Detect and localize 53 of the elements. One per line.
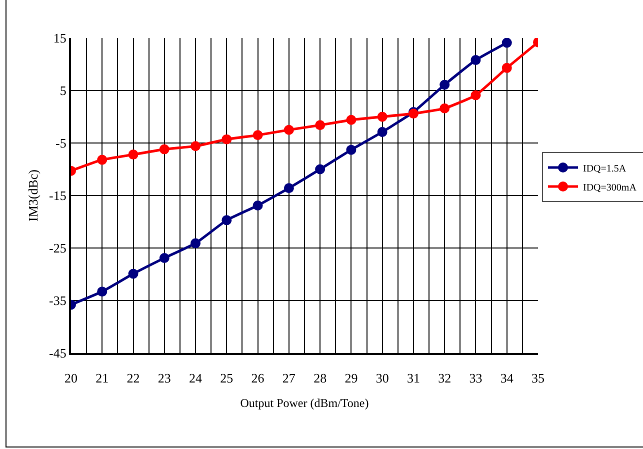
x-tick-label: 22 bbox=[126, 370, 140, 386]
point bbox=[128, 150, 138, 160]
point bbox=[97, 286, 108, 297]
x-tick-label: 21 bbox=[96, 370, 109, 386]
point bbox=[128, 268, 138, 279]
point bbox=[502, 62, 512, 73]
point bbox=[346, 144, 356, 155]
y-axis-title: IM3(dBc) bbox=[26, 170, 41, 222]
y-tick-label: -5 bbox=[56, 136, 66, 151]
point bbox=[440, 103, 450, 114]
point bbox=[470, 55, 481, 66]
x-tick-label: 31 bbox=[406, 370, 420, 386]
x-tick-label: 20 bbox=[64, 370, 78, 386]
x-tick-label: 26 bbox=[251, 370, 265, 386]
point bbox=[377, 126, 388, 137]
y-tick-label: 5 bbox=[60, 83, 66, 98]
x-axis-title: Output Power (dBm/Tone) bbox=[240, 396, 369, 410]
x-tick-label: 28 bbox=[314, 370, 327, 386]
y-tick-label: -45 bbox=[49, 346, 66, 361]
x-tick-label: 32 bbox=[438, 370, 452, 386]
point bbox=[159, 144, 170, 154]
x-tick-label: 27 bbox=[282, 370, 296, 386]
x-tick-label: 29 bbox=[344, 370, 358, 386]
point bbox=[190, 238, 201, 248]
point bbox=[190, 141, 201, 152]
point bbox=[502, 38, 512, 48]
y-tick-label: -25 bbox=[49, 240, 66, 256]
x-tick-label: 33 bbox=[469, 370, 482, 386]
point bbox=[222, 215, 232, 226]
y-tick-label: -15 bbox=[49, 188, 66, 204]
x-tick-label: 24 bbox=[189, 370, 203, 386]
x-tick-label: 34 bbox=[500, 370, 514, 386]
point bbox=[470, 90, 481, 100]
point bbox=[284, 124, 294, 135]
point bbox=[252, 200, 263, 210]
x-tick-label: 35 bbox=[532, 370, 544, 386]
point bbox=[159, 252, 170, 263]
y-tick-label: 15 bbox=[53, 30, 66, 46]
point bbox=[284, 183, 294, 194]
point bbox=[222, 134, 232, 144]
x-tick-label: 25 bbox=[220, 370, 234, 386]
y-tick-label: -35 bbox=[49, 293, 66, 308]
point bbox=[315, 164, 326, 174]
legend-label: IDQ=1.5A bbox=[583, 163, 627, 174]
x-tick-label: 23 bbox=[158, 370, 171, 386]
point bbox=[252, 130, 263, 140]
point bbox=[97, 154, 108, 165]
point bbox=[377, 112, 388, 122]
x-tick-label: 30 bbox=[376, 370, 389, 386]
point bbox=[440, 80, 450, 90]
legend-label: IDQ=300mA bbox=[583, 182, 638, 194]
point bbox=[315, 120, 326, 130]
point bbox=[346, 114, 356, 125]
